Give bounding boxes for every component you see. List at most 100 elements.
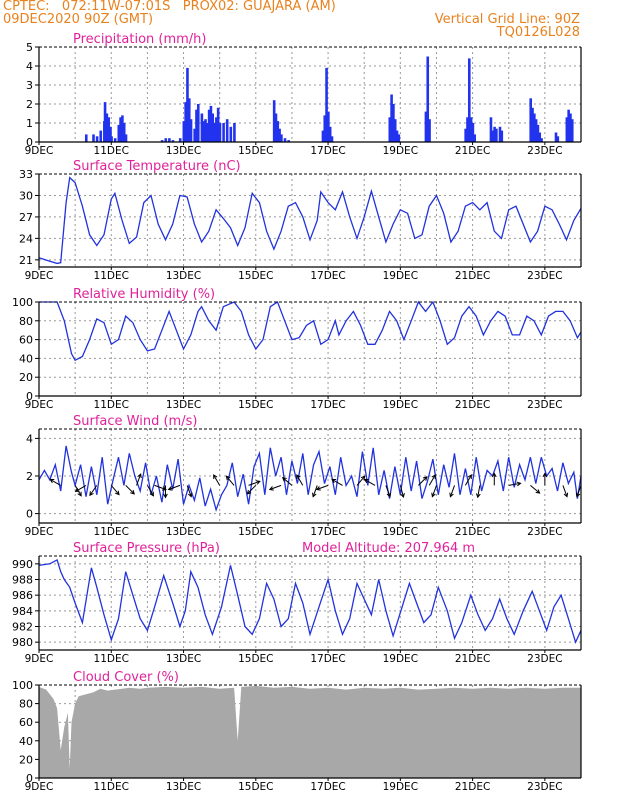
precip-bar [117, 124, 121, 142]
precip-bar [321, 130, 325, 142]
y-tick-label: 80 [19, 698, 33, 711]
x-tick-label: 21DEC [455, 145, 490, 157]
wind-vector [146, 485, 154, 497]
wind-vector-head [49, 478, 55, 484]
wind-vector [50, 478, 61, 486]
series-line [38, 176, 582, 265]
panel-title: Precipitation (mm/h) [73, 32, 206, 47]
wind-vector [296, 474, 304, 486]
y-tick-label: 40 [19, 352, 33, 365]
precip-bar [395, 130, 399, 142]
precip-bar [103, 102, 107, 142]
x-tick-label: 19DEC [383, 653, 418, 665]
wind-vector [125, 485, 135, 495]
wind-vector [168, 484, 181, 490]
precip-bar [325, 67, 328, 142]
x-tick-label: 13DEC [166, 526, 201, 538]
precip-bar [124, 134, 128, 142]
x-tick-label: 17DEC [310, 270, 345, 282]
precip-bar [207, 109, 211, 142]
precip-bar [278, 128, 281, 142]
y-tick-label: 100 [12, 679, 33, 692]
precip-bar [164, 138, 168, 142]
y-tick-label: 100 [12, 296, 33, 309]
x-tick-label: 9DEC [25, 653, 54, 665]
header-line-2: 09DEC2020 90Z (GMT) [3, 12, 154, 27]
wind-vector-head [516, 481, 522, 487]
wind-vector-head [360, 475, 366, 481]
precip-bar [107, 117, 110, 142]
panel-annotation: Model Altitude: 207.964 m [302, 541, 475, 556]
precip-bar [390, 94, 393, 142]
x-tick-label: 15DEC [238, 270, 273, 282]
wind-vector-head [386, 492, 392, 498]
header-grid-note: Vertical Grid Line: 90Z [434, 12, 580, 27]
y-tick-label: 3 [26, 79, 33, 92]
x-tick-label: 17DEC [310, 781, 345, 793]
panel-6: 0 20 40 60 80 100 9DEC 11DEC 13DEC 15DEC 17DEC 19DE… [12, 670, 582, 793]
y-tick-label: 60 [19, 716, 33, 729]
precip-bar [495, 128, 498, 142]
precip-bar [466, 117, 469, 142]
y-tick-label: 2 [26, 98, 33, 111]
precip-bar [388, 117, 392, 142]
precip-bar [491, 130, 495, 142]
x-tick-label: 23DEC [527, 526, 562, 538]
wind-vector [269, 484, 282, 490]
y-tick-label: 24 [19, 232, 33, 245]
wind-vector [428, 474, 436, 486]
wind-vector-head [213, 474, 218, 480]
x-tick-label: 13DEC [166, 653, 201, 665]
y-tick-label: 4 [26, 432, 33, 445]
precip-bar [195, 109, 198, 142]
wind-vector-head [115, 490, 120, 496]
wind-vector-head [431, 474, 436, 480]
precip-bar [424, 111, 428, 142]
series-line [38, 558, 582, 645]
y-tick-label: 980 [12, 636, 33, 649]
wind-vector [464, 474, 472, 486]
wind-vector-head [400, 492, 405, 498]
x-tick-label: 19DEC [383, 526, 418, 538]
precip-bar [233, 123, 236, 142]
precip-bar [222, 123, 225, 142]
precip-bar [473, 134, 477, 142]
precip-bar [426, 56, 430, 142]
precip-bar [276, 121, 280, 142]
precip-bar [570, 119, 574, 142]
x-tick-label: 11DEC [94, 653, 129, 665]
y-tick-label: 982 [12, 621, 33, 634]
precip-bar [272, 100, 276, 142]
precip-bar [193, 128, 196, 142]
wind-vector-head [77, 491, 82, 497]
wind-vector-head [331, 478, 337, 484]
y-tick-label: 5 [26, 41, 33, 54]
wind-vector [246, 485, 257, 495]
x-tick-label: 19DEC [383, 145, 418, 157]
precip-bar [92, 134, 95, 142]
precip-bar [330, 136, 334, 142]
wind-vector-head [225, 475, 231, 481]
wind-vector-head [467, 474, 472, 480]
precip-bar [323, 115, 327, 142]
precip-bar [113, 138, 117, 142]
x-tick-label: 13DEC [166, 781, 201, 793]
precip-bar [328, 126, 332, 142]
y-tick-label: 40 [19, 735, 33, 748]
y-tick-label: 990 [12, 558, 33, 571]
precip-bar [122, 123, 126, 142]
wind-vector [576, 485, 582, 497]
wind-vector [89, 485, 98, 496]
y-tick-label: 20 [19, 753, 33, 766]
precip-bar [469, 117, 473, 142]
wind-vector-head [187, 492, 193, 498]
precip-bar [99, 130, 103, 142]
precip-bar [171, 140, 175, 142]
x-tick-label: 15DEC [238, 145, 273, 157]
x-tick-label: 15DEC [238, 781, 273, 793]
y-tick-label: 60 [19, 334, 33, 347]
x-tick-label: 11DEC [94, 145, 129, 157]
precip-bar [105, 113, 109, 142]
precip-bar [184, 102, 187, 142]
precip-bar [160, 140, 164, 142]
